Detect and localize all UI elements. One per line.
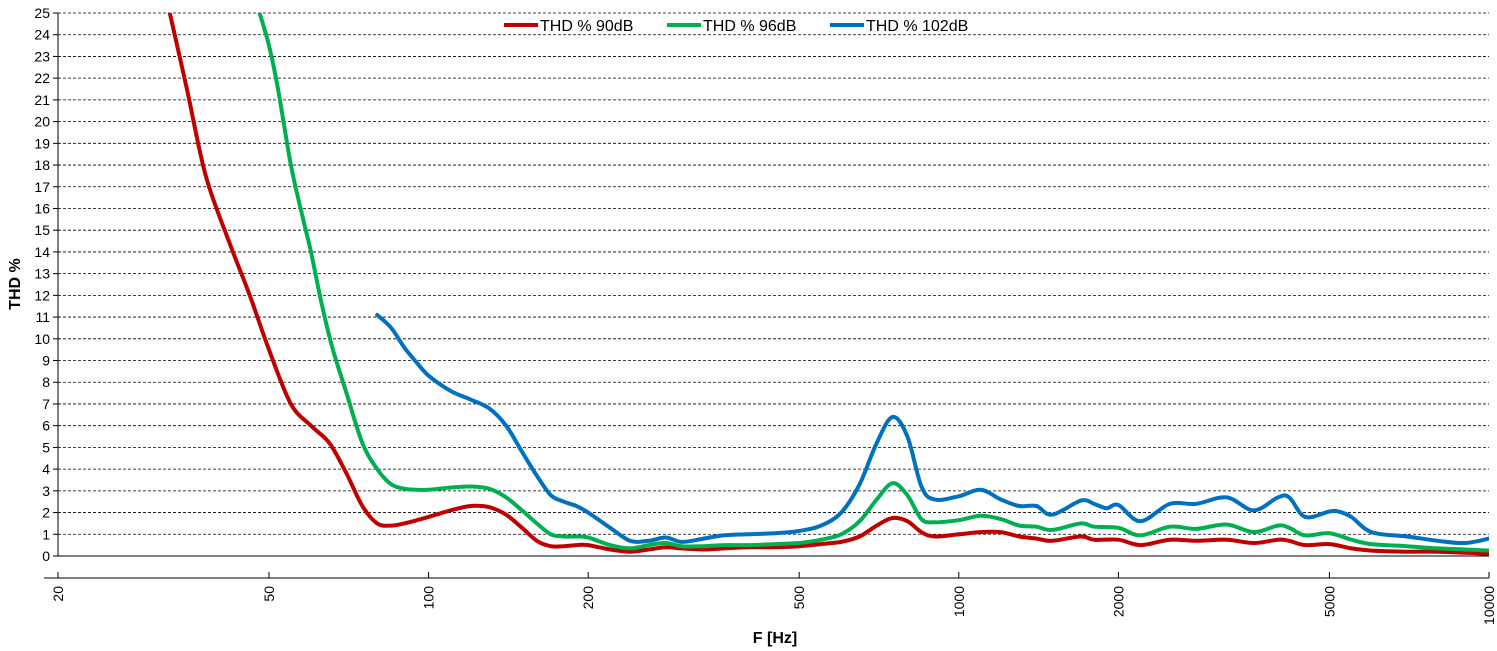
y-tick-1: 1 <box>42 526 50 542</box>
y-tick-0: 0 <box>42 548 50 564</box>
y-tick-13: 13 <box>34 266 50 282</box>
x-tick-2000: 2000 <box>1110 586 1126 617</box>
x-axis-title: F [Hz] <box>753 630 797 647</box>
y-tick-17: 17 <box>34 179 50 195</box>
y-tick-12: 12 <box>34 287 50 303</box>
y-tick-19: 19 <box>34 135 50 151</box>
y-tick-20: 20 <box>34 114 50 130</box>
x-tick-5000: 5000 <box>1321 586 1337 617</box>
x-tick-10000: 10000 <box>1481 586 1497 625</box>
series-line-3 <box>375 312 1489 546</box>
grid-lines <box>58 12 1489 535</box>
y-tick-25: 25 <box>34 5 50 21</box>
x-tick-50: 50 <box>261 586 277 602</box>
series-line-1 <box>167 13 1489 556</box>
y-tick-5: 5 <box>42 439 50 455</box>
y-tick-2: 2 <box>42 505 50 521</box>
axes <box>44 13 1489 579</box>
x-tick-20: 20 <box>50 586 66 602</box>
legend-label-2: THD % 96dB <box>703 18 796 35</box>
x-tick-1000: 1000 <box>951 586 967 617</box>
y-tick-9: 9 <box>42 353 50 369</box>
y-tick-3: 3 <box>42 483 50 499</box>
x-tick-200: 200 <box>580 586 596 610</box>
y-tick-24: 24 <box>34 27 50 43</box>
y-tick-21: 21 <box>34 92 50 108</box>
y-tick-18: 18 <box>34 157 50 173</box>
y-tick-7: 7 <box>42 396 50 412</box>
x-tick-500: 500 <box>791 586 807 610</box>
y-tick-10: 10 <box>34 331 50 347</box>
y-tick-11: 11 <box>35 309 50 325</box>
y-tick-14: 14 <box>34 244 50 260</box>
y-tick-22: 22 <box>34 70 50 86</box>
x-tick-100: 100 <box>421 586 437 610</box>
y-tick-labels: 0123456789101112131415161718192021222324… <box>34 5 58 564</box>
legend: THD % 90dB THD % 96dB THD % 102dB <box>504 18 968 35</box>
y-tick-15: 15 <box>34 222 50 238</box>
y-axis-title: THD % <box>7 258 24 310</box>
y-tick-4: 4 <box>42 461 50 477</box>
y-tick-8: 8 <box>42 374 50 390</box>
series-lines <box>167 13 1489 556</box>
legend-label-1: THD % 90dB <box>540 18 633 35</box>
series-line-2 <box>257 13 1489 553</box>
x-tick-labels: 20 50 100 200 500 1000 2000 5000 10000 <box>50 572 1497 625</box>
y-tick-23: 23 <box>34 48 50 64</box>
legend-label-3: THD % 102dB <box>866 18 968 35</box>
y-tick-16: 16 <box>34 200 50 216</box>
y-tick-6: 6 <box>42 418 50 434</box>
